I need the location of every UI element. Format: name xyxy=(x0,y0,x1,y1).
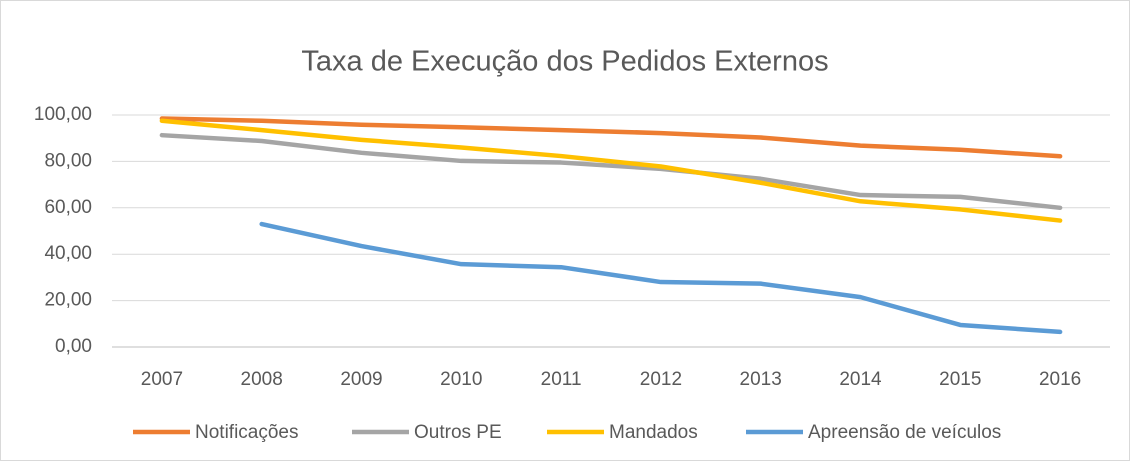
y-tick-label: 0,00 xyxy=(55,336,92,357)
x-tick-label: 2009 xyxy=(340,369,382,390)
x-tick-label: 2016 xyxy=(1039,369,1081,390)
series-line xyxy=(159,116,1063,159)
x-tick-label: 2007 xyxy=(141,369,183,390)
y-tick-label: 40,00 xyxy=(44,243,92,264)
legend-label: Outros PE xyxy=(414,422,502,443)
series-line xyxy=(159,132,1063,211)
x-tick-label: 2011 xyxy=(541,369,582,390)
series-line xyxy=(259,221,1063,335)
x-tick-label: 2014 xyxy=(839,369,882,390)
x-tick-label: 2010 xyxy=(440,369,482,390)
y-tick-label: 100,00 xyxy=(34,104,92,125)
y-tick-label: 80,00 xyxy=(44,150,92,171)
x-tick-label: 2015 xyxy=(939,369,981,390)
y-tick-label: 60,00 xyxy=(44,197,92,218)
legend-label: Notificações xyxy=(195,422,299,443)
x-tick-label: 2012 xyxy=(640,369,682,390)
y-tick-label: 20,00 xyxy=(44,290,92,311)
legend-label: Apreensão de veículos xyxy=(808,422,1001,443)
legend-label: Mandados xyxy=(609,422,698,443)
x-tick-label: 2008 xyxy=(241,369,283,390)
x-tick-label: 2013 xyxy=(740,369,782,390)
chart-title: Taxa de Execução dos Pedidos Externos xyxy=(301,46,828,78)
series-line xyxy=(159,118,1063,223)
